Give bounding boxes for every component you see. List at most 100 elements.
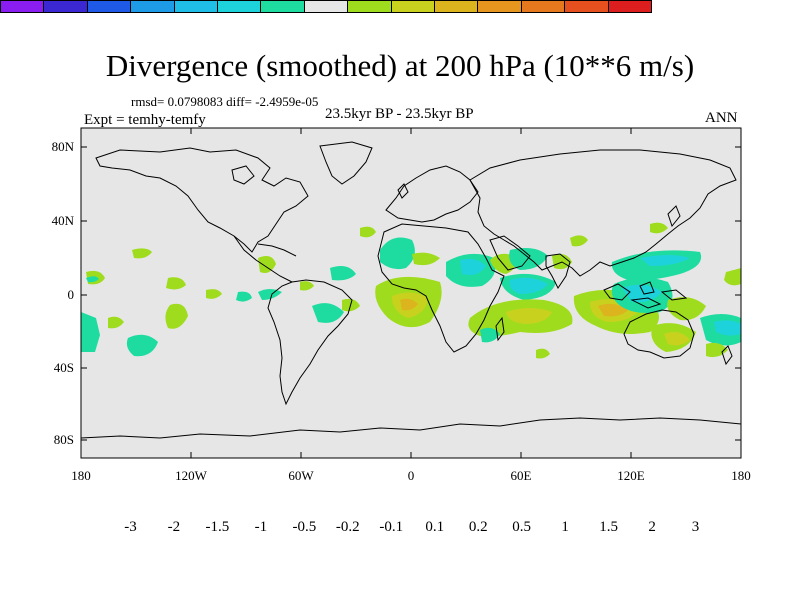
field-patch	[724, 268, 741, 286]
coastline-greenland	[319, 141, 373, 185]
coastline-central-america	[233, 235, 293, 283]
colorbar-swatch	[218, 1, 262, 12]
coastline-japan	[667, 205, 681, 228]
lon-label-120w: 120W	[175, 468, 207, 483]
colorbar-label: -2	[167, 519, 181, 535]
colorbar-swatch	[478, 1, 522, 12]
field-patch	[480, 327, 500, 343]
field-patch	[714, 320, 741, 336]
colorbar-label: -1	[254, 519, 268, 535]
colorbar-label: 0.5	[512, 519, 532, 535]
experiment-label: Expt = temhy-temfy	[84, 112, 206, 128]
coastline-north-america	[95, 147, 309, 253]
field-patch	[400, 298, 418, 311]
lon-label-60e: 60E	[510, 468, 532, 483]
field-patch	[165, 303, 188, 329]
coastline-hudson-bay	[231, 165, 255, 185]
field-patch	[236, 291, 252, 302]
lat-label-80n: 80N	[51, 139, 74, 154]
field-patch	[312, 303, 344, 323]
colorbar-label: -3	[124, 519, 137, 535]
field-patch	[166, 277, 186, 290]
colorbar-label: 1.5	[599, 519, 618, 535]
field-patch	[380, 237, 415, 270]
coastline-asia	[469, 149, 737, 277]
colorbar-label: -0.2	[335, 519, 360, 535]
colorbar-label: 1	[561, 519, 569, 535]
lon-label-180w: 180	[71, 468, 91, 483]
colorbar-swatch	[261, 1, 305, 12]
field-patch	[667, 297, 706, 321]
lat-label-0: 0	[67, 287, 75, 302]
lat-label-40s: 40S	[53, 360, 74, 375]
colorbar-label: 2	[648, 519, 656, 535]
field-patch	[81, 312, 100, 352]
colorbar-swatch	[87, 1, 132, 12]
field-patch	[300, 281, 314, 291]
field-patch	[509, 248, 548, 270]
field-patch	[258, 256, 276, 273]
coastline-madagascar	[495, 316, 505, 342]
field-patch	[640, 255, 690, 266]
colorbar-swatch	[391, 1, 436, 12]
lat-label-80s: 80S	[53, 432, 74, 447]
colorbar-label: 3	[691, 519, 700, 535]
field-patch	[258, 289, 282, 300]
axis-ticks	[81, 128, 741, 458]
field-patch	[622, 284, 662, 303]
field-patch	[536, 348, 550, 359]
coastline-antarctica	[81, 417, 741, 439]
colorbar-swatch	[435, 1, 479, 12]
colorbar-swatch	[1, 1, 45, 12]
lat-label-40n: 40N	[51, 213, 74, 228]
colorbar-swatch	[565, 1, 609, 12]
field-patch	[108, 316, 124, 329]
field-patch	[206, 289, 222, 299]
rmsd-diff-stats: rmsd= 0.0798083 diff= -2.4959e-05	[131, 94, 319, 109]
colorbar-label: -1.5	[205, 519, 230, 535]
coastline-africa	[377, 223, 505, 353]
colorbar-label: -0.5	[292, 519, 317, 535]
colorbar	[0, 0, 652, 13]
field-patch	[570, 235, 588, 247]
colorbar-swatch	[44, 1, 88, 12]
colorbar-label: 0.1	[425, 519, 445, 535]
field-patch	[650, 222, 668, 234]
field-patch	[132, 248, 152, 259]
colorbar-swatch	[131, 1, 175, 12]
season-label: ANN	[705, 110, 738, 126]
lon-label-180e: 180	[731, 468, 751, 483]
colorbar-swatch	[521, 1, 566, 12]
colorbar-swatch	[608, 1, 652, 12]
field-patch	[598, 303, 628, 317]
coastline-europe	[385, 165, 479, 223]
colorbar-label: 0.2	[468, 519, 488, 535]
plot-title: Divergence (smoothed) at 200 hPa (10**6 …	[105, 48, 695, 83]
field-patch	[330, 266, 356, 281]
coastline-australia	[623, 309, 695, 359]
coastline-south-america	[267, 279, 353, 406]
field-patch	[460, 258, 486, 275]
coastline-india	[545, 253, 571, 289]
field-patch	[360, 226, 376, 238]
field-patch	[664, 332, 690, 346]
colorbar-label: -0.1	[379, 519, 404, 535]
lon-label-0: 0	[407, 468, 415, 483]
coastlines	[81, 141, 741, 439]
coastline-indonesia	[603, 281, 688, 309]
lon-label-120e: 120E	[617, 468, 645, 483]
colorbar-swatch	[174, 1, 219, 12]
coastline-arabia	[489, 235, 531, 271]
field-patch	[509, 277, 548, 294]
field-patch	[412, 252, 440, 266]
coastline-new-zealand	[721, 345, 733, 366]
field-patch	[86, 276, 99, 283]
coastline-caribbean	[257, 243, 297, 257]
colorbar-swatch	[348, 1, 392, 12]
lon-label-60w: 60W	[288, 468, 314, 483]
field-patch	[126, 334, 158, 357]
field-patch	[506, 308, 552, 324]
colorbar-swatch	[304, 1, 349, 12]
coastline-britain	[397, 183, 409, 199]
